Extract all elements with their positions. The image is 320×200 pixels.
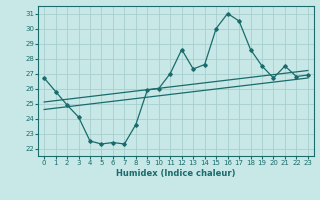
X-axis label: Humidex (Indice chaleur): Humidex (Indice chaleur) bbox=[116, 169, 236, 178]
